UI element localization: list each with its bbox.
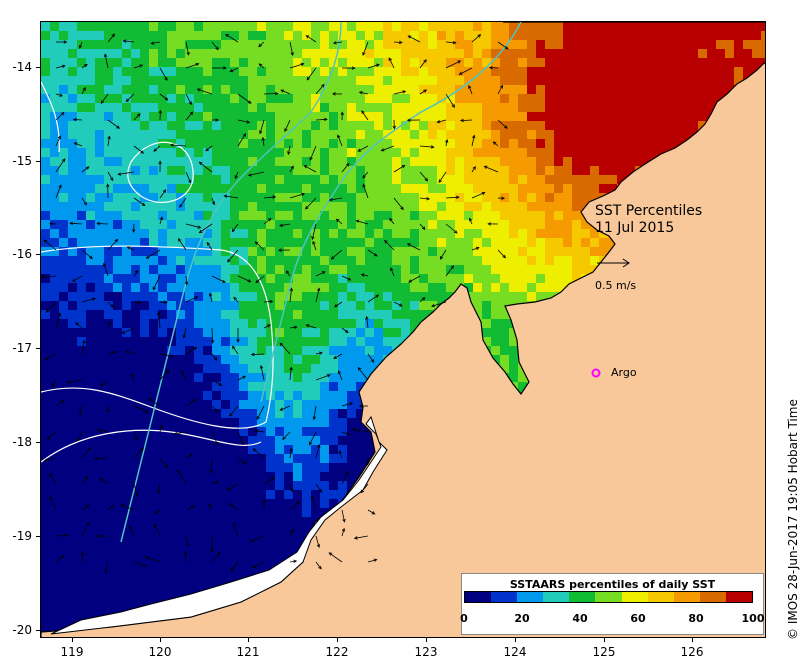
legend-swatch [569,592,596,602]
xtick-label: 119 [60,645,84,659]
current-vectors [41,33,509,574]
legend-swatch [725,592,753,602]
legend-swatch [595,592,622,602]
xtick-mark [692,638,693,642]
imos-credit: © IMOS 28-Jun-2017 19:05 Hobart Time [786,399,800,640]
land-mass [41,22,765,637]
ytick-label: -20 [12,623,32,637]
xtick-mark [72,638,73,642]
ytick-mark [36,442,40,443]
ytick-label: -14 [12,60,32,74]
legend-swatch [673,592,700,602]
isobath-lines [120,22,522,543]
legend-tick-label: 40 [572,612,588,625]
legend-swatch [621,592,648,602]
southern-coast-shelf [50,415,388,635]
ytick-mark [36,67,40,68]
argo-label: Argo [611,366,637,379]
map-title: SST Percentiles 11 Jul 2015 [595,203,702,237]
xtick-label: 123 [414,645,438,659]
legend-swatch [647,592,674,602]
ytick-mark [36,348,40,349]
xtick-label: 122 [325,645,349,659]
xtick-mark [515,638,516,642]
legend-swatch [543,592,570,602]
map-canvas [41,22,765,637]
map-title-line-1: SST Percentiles [595,203,703,219]
legend-swatch [517,592,544,602]
xtick-label: 126 [680,645,704,659]
velocity-scale-label: 0.5 m/s [595,279,637,292]
ytick-mark [36,254,40,255]
ytick-label: -16 [12,247,32,261]
ytick-label: -15 [12,154,32,168]
legend-tick-label: 60 [630,612,646,625]
ytick-mark [36,630,40,631]
legend-swatch [699,592,726,602]
xtick-label: 124 [503,645,527,659]
xtick-mark [426,638,427,642]
xtick-mark [248,638,249,642]
legend-swatch [465,592,492,602]
map-title-line-2: 11 Jul 2015 [595,220,675,236]
argo-float [591,368,601,378]
xtick-mark [337,638,338,642]
sst-contours [41,81,274,463]
xtick-label: 125 [592,645,616,659]
ytick-mark [36,161,40,162]
legend-title: SSTAARS percentiles of daily SST [509,578,716,591]
coastline [41,22,765,637]
ytick-label: -19 [12,529,32,543]
ytick-label: -18 [12,435,32,449]
legend-tick-label: 80 [688,612,704,625]
xtick-label: 120 [148,645,172,659]
legend-tick-label: 100 [741,612,765,625]
sst-percentile-map [40,21,766,638]
scale-arrow-icon [597,258,630,268]
xtick-mark [160,638,161,642]
legend-tick-label: 0 [460,612,468,625]
legend-tick-label: 20 [514,612,530,625]
xtick-label: 121 [236,645,260,659]
legend-colorbar [464,591,753,603]
ytick-label: -17 [12,341,32,355]
ytick-mark [36,536,40,537]
xtick-mark [604,638,605,642]
legend-swatch [491,592,518,602]
percentile-legend: SSTAARS percentiles of daily SST 0 20 40… [460,573,764,635]
